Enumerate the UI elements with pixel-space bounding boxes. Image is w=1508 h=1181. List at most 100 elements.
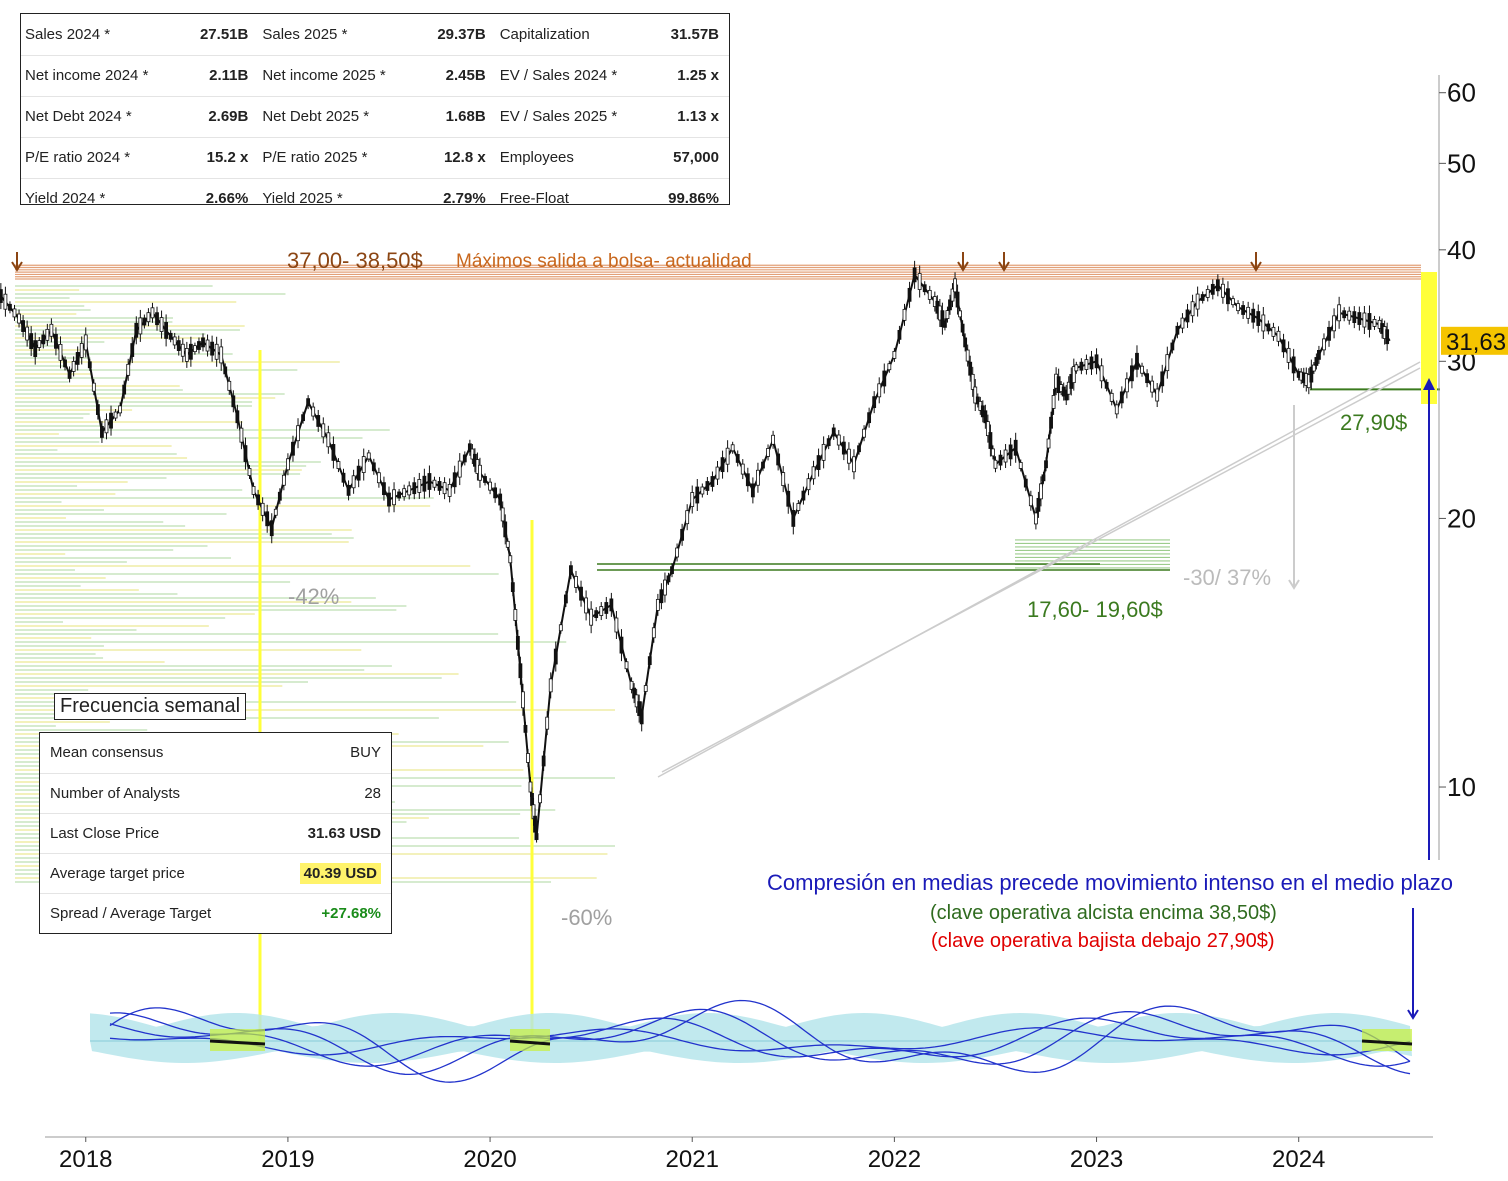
candle-body — [510, 582, 515, 593]
candle-body — [361, 456, 366, 473]
candle-body — [12, 308, 17, 318]
x-tick-label: 2018 — [59, 1146, 112, 1173]
candle-body — [1286, 347, 1291, 363]
candle-body — [25, 326, 30, 341]
candle-body — [1013, 439, 1018, 456]
table-row: Number of Analysts 28 — [40, 772, 391, 813]
candle-body — [629, 680, 634, 690]
candle-body — [219, 346, 224, 364]
candle-body — [643, 685, 648, 692]
candle-body — [1074, 364, 1079, 372]
candle-body — [1089, 356, 1094, 370]
candle-body — [761, 461, 765, 469]
candle-body — [958, 310, 962, 318]
candle-body — [79, 343, 84, 358]
candle-body — [1023, 478, 1028, 488]
resistance-touch-arrow-head — [957, 261, 969, 272]
candle-body — [1003, 449, 1008, 463]
candle-body — [526, 753, 530, 763]
candle-body — [983, 410, 988, 424]
candle-body — [965, 349, 970, 362]
candle-body — [912, 267, 917, 283]
candle-body — [609, 598, 614, 612]
candle-body — [417, 479, 422, 493]
candle-body — [205, 339, 210, 352]
fin-label: Sales 2024 * — [25, 25, 111, 43]
last-close-value: 31.63 USD — [265, 812, 391, 853]
candle-body — [1327, 326, 1331, 341]
candle-body — [402, 488, 407, 498]
candle-body — [447, 483, 452, 497]
candle-body — [948, 299, 952, 311]
compression-highlight — [210, 1029, 265, 1051]
candle-body — [134, 322, 139, 338]
x-tick-label: 2024 — [1272, 1146, 1325, 1173]
chart-annotations: 37,00- 38,50$ Máximos salida a bolsa- act… — [11, 248, 1453, 1020]
candle-body — [1256, 311, 1261, 326]
candle-body — [227, 380, 232, 391]
candle-body — [498, 493, 503, 506]
candle-body — [579, 586, 583, 601]
candle-body — [462, 454, 467, 463]
candle-body — [534, 833, 539, 840]
candle-body — [624, 661, 629, 670]
candle-body — [917, 273, 922, 290]
candle-body — [422, 475, 427, 492]
candle-body — [58, 343, 63, 361]
candle-body — [973, 386, 978, 404]
candle-body — [538, 794, 543, 804]
candle-body — [407, 485, 412, 496]
candle-body — [176, 340, 181, 351]
candle-body — [49, 323, 54, 337]
candle-body — [1051, 395, 1056, 409]
candle-body — [239, 427, 244, 443]
fin-value: 1.13 x — [649, 95, 729, 137]
candle-body — [269, 520, 274, 537]
candle-body — [1332, 315, 1336, 332]
table-row: Net income 2024 * 2.11B Net income 2025 * 2… — [21, 54, 729, 96]
candle-body — [1150, 380, 1155, 393]
fin-value: 31.57B — [670, 25, 719, 43]
candle-body — [452, 472, 457, 488]
resistance-touch-arrow-head — [11, 261, 23, 272]
analysts-value: 28 — [265, 772, 391, 813]
correction-arrow-head — [1288, 579, 1300, 590]
candle-body — [113, 411, 118, 419]
candle-body — [1357, 312, 1362, 325]
candle-body — [841, 441, 846, 455]
last-close-label: Last Close Price — [40, 812, 266, 853]
candle-body — [515, 635, 520, 650]
table-row: Sales 2024 * 27.51B Sales 2025 * 29.37B Capi… — [21, 14, 729, 55]
x-tick-label: 2020 — [463, 1146, 516, 1173]
candle-body — [235, 410, 240, 424]
candle-body — [41, 334, 46, 345]
candle-body — [508, 555, 513, 564]
candle-body — [927, 289, 932, 300]
candle-body — [45, 328, 50, 341]
candle-body — [382, 482, 386, 496]
candle-body — [715, 466, 720, 480]
candle-body — [1314, 357, 1319, 366]
candle-body — [33, 340, 38, 357]
candle-body — [1094, 354, 1099, 369]
candle-body — [1190, 301, 1195, 317]
candle-body — [505, 540, 510, 548]
candle-body — [214, 343, 219, 360]
candle-body — [569, 565, 573, 576]
fin-value: 29.37B — [437, 25, 486, 43]
fin-value: 57,000 — [649, 136, 729, 178]
candle-body — [100, 426, 104, 438]
candle-body — [953, 278, 957, 293]
candle-body — [1046, 438, 1051, 449]
fin-label: EV / Sales 2024 * — [495, 54, 650, 96]
correction-label: -30/ 37% — [1183, 565, 1271, 590]
candle-body — [545, 716, 550, 730]
fin-label: Capitalization — [499, 25, 590, 43]
candle-body — [801, 490, 806, 501]
candle-body — [1246, 306, 1251, 319]
candle-body — [862, 428, 866, 438]
candle-body — [1165, 354, 1170, 372]
candle-body — [247, 468, 252, 476]
candle-body — [1210, 283, 1215, 295]
